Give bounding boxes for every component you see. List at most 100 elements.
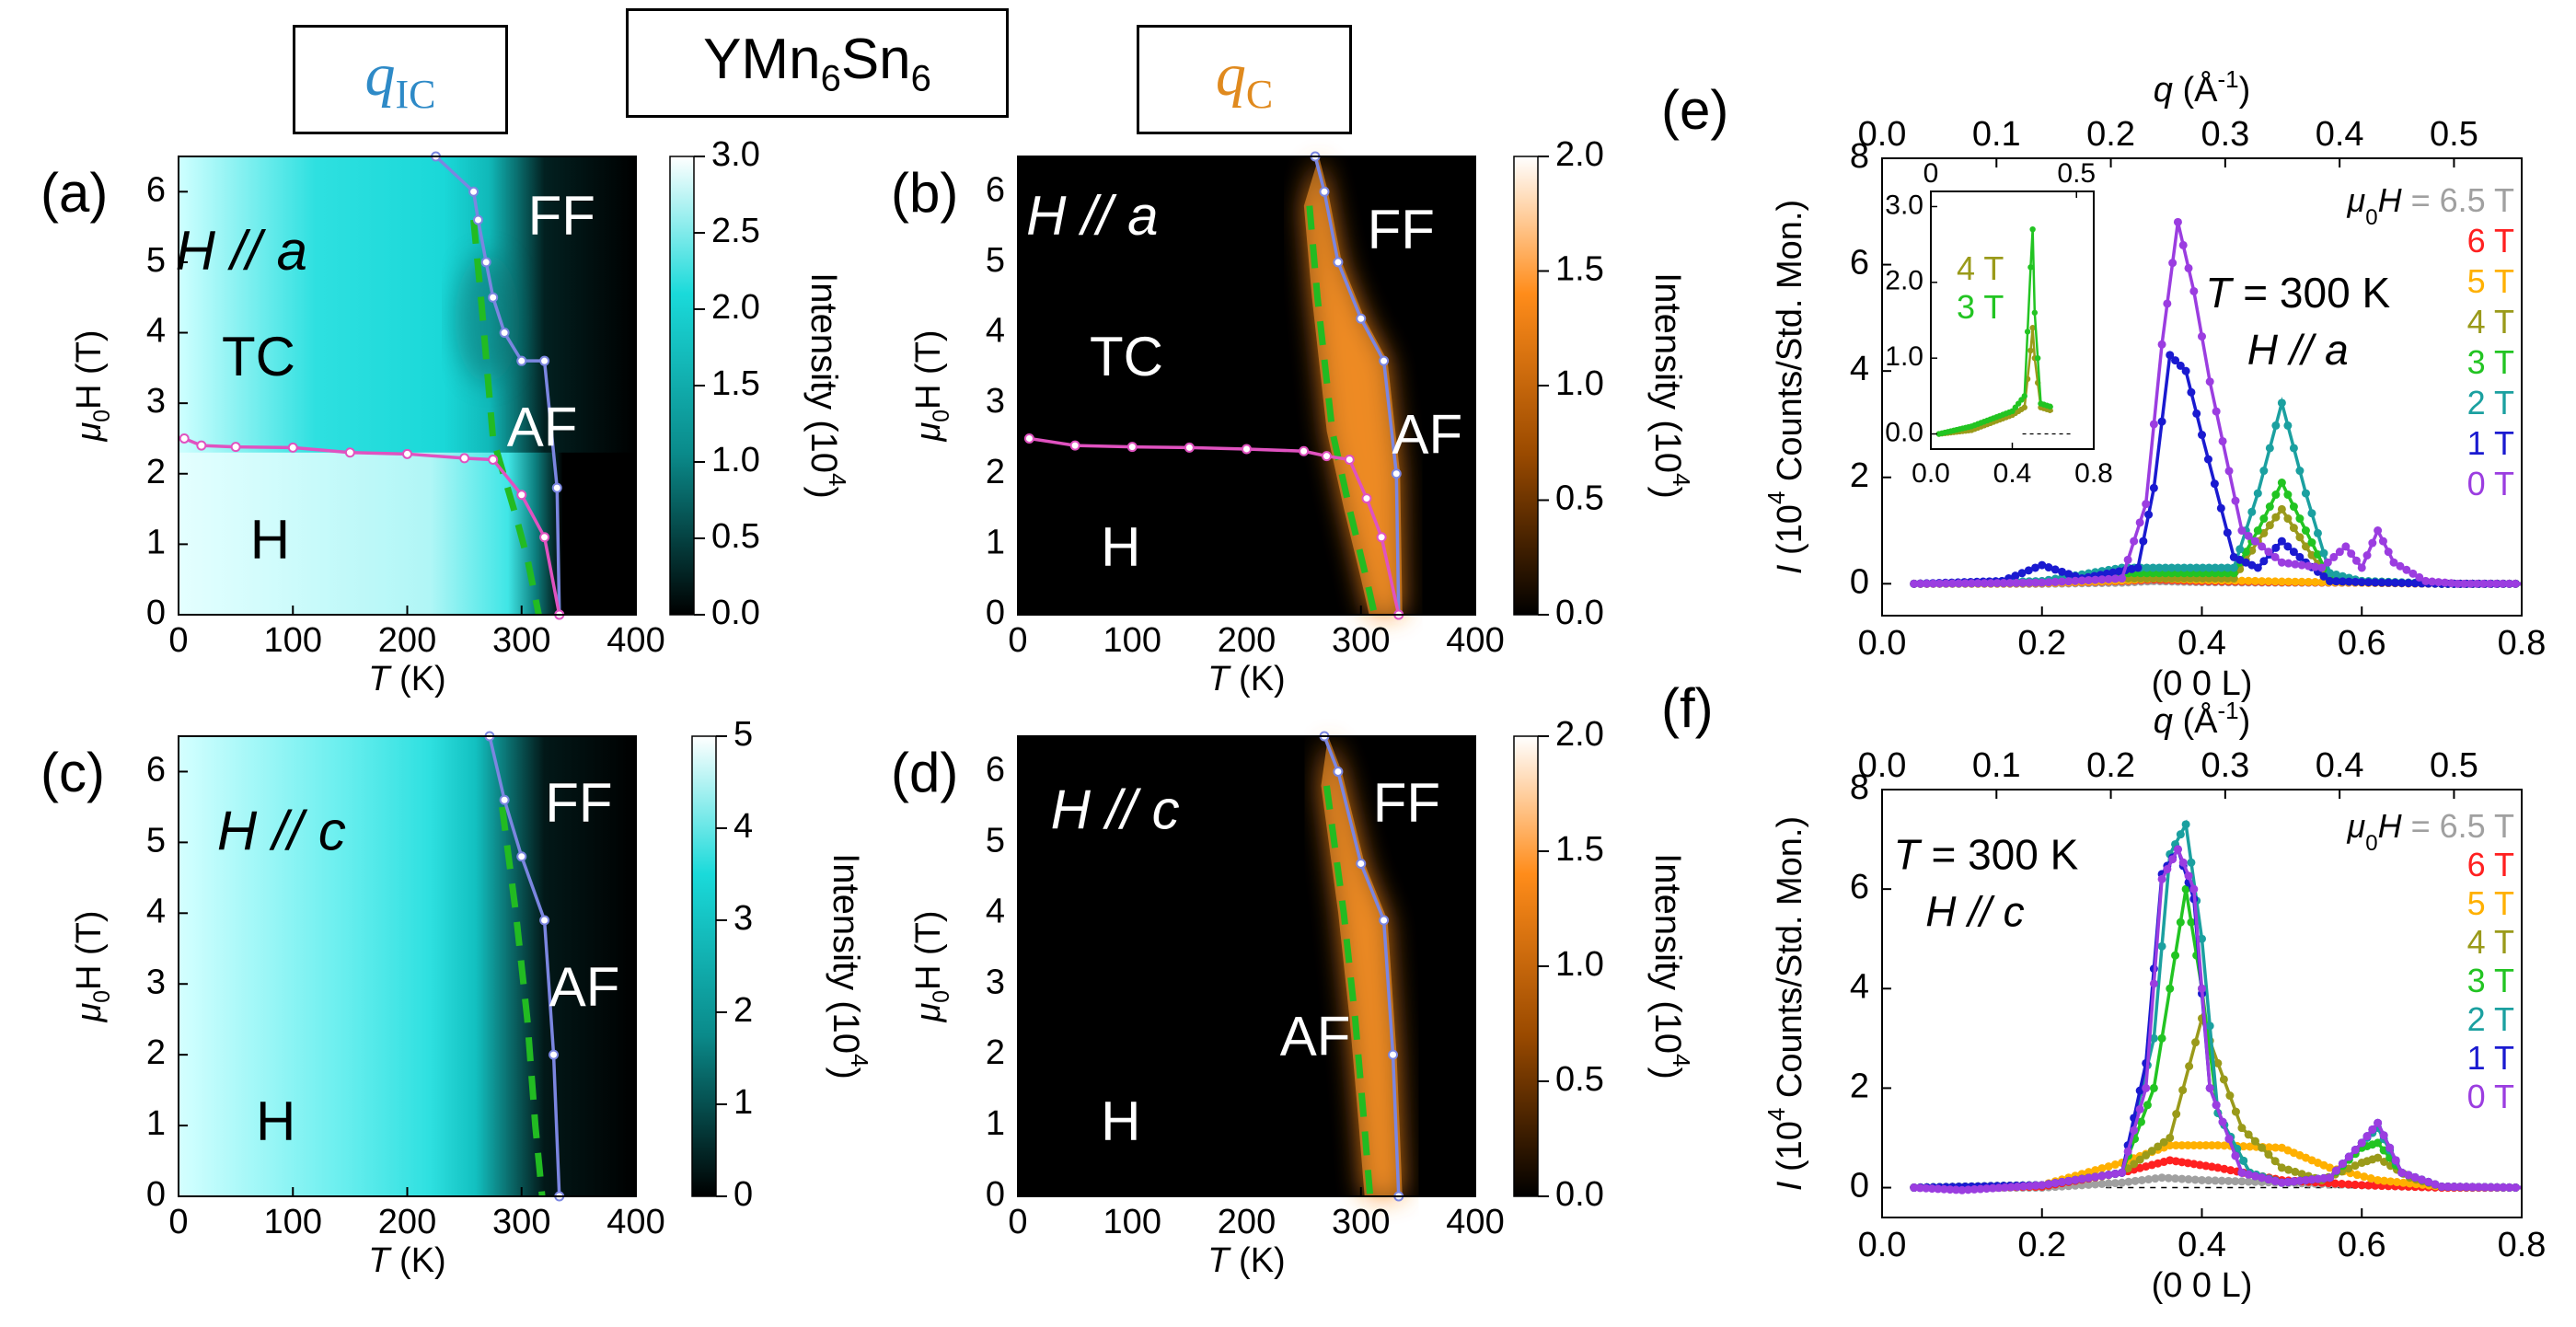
legend-entry: 4 T xyxy=(2467,923,2514,961)
phase-point-pink xyxy=(488,454,499,465)
series-point xyxy=(2291,577,2300,586)
top-tick-label: 0.4 xyxy=(2316,115,2364,154)
series-point xyxy=(2352,1171,2362,1180)
series-point xyxy=(2295,514,2305,524)
series-point xyxy=(2237,1124,2247,1133)
series-point xyxy=(2231,1151,2240,1160)
series-point xyxy=(2374,1175,2383,1184)
line-panel-f: 0.0 0.2 0.4 0.6 0.8 0.0 0.1 0.2 0.3 0.4 0.5 0 2 4 6 8 (0… xyxy=(1661,677,2546,1305)
series-point xyxy=(2211,1176,2220,1185)
series-point xyxy=(2405,1179,2414,1188)
x-tick-label: 0.2 xyxy=(2017,624,2066,663)
series-point xyxy=(2487,1183,2496,1192)
series-point xyxy=(2357,1138,2366,1148)
series-point xyxy=(2258,577,2267,586)
colorbar-tick-label: 0 xyxy=(734,1175,753,1214)
series-point xyxy=(2205,1083,2214,1092)
series-point xyxy=(2363,578,2373,587)
phase-point-pink xyxy=(1376,532,1387,543)
series-point xyxy=(2184,263,2193,272)
legend-entry: 5 T xyxy=(2467,262,2514,300)
series-point xyxy=(2231,1107,2240,1116)
panel-label: (c) xyxy=(40,742,105,803)
phase-line-green-dashed xyxy=(499,806,546,1197)
series-point xyxy=(2130,1160,2139,1169)
series-point xyxy=(2374,526,2383,536)
phase-point-pink xyxy=(459,453,470,464)
phase-point-pink xyxy=(1126,442,1138,453)
series-point xyxy=(2217,1176,2226,1185)
series-point xyxy=(1970,1184,1979,1194)
series-point xyxy=(2338,1180,2347,1189)
colorbar-tick-label: 5 xyxy=(734,715,753,754)
series-point xyxy=(2118,1168,2127,1177)
series-point xyxy=(2173,217,2182,226)
series-point xyxy=(2149,1083,2158,1092)
colorbar-tick-label: 1 xyxy=(734,1083,753,1122)
series-point xyxy=(2338,1160,2347,1169)
series-point xyxy=(2224,1135,2234,1144)
series-point xyxy=(2366,1174,2375,1183)
x-tick-label: 100 xyxy=(1103,621,1161,660)
series-point xyxy=(2198,934,2206,943)
series-point xyxy=(2428,577,2437,586)
x-axis-label: T (K) xyxy=(368,1241,445,1280)
series-point xyxy=(2505,1183,2514,1192)
series-point xyxy=(2311,562,2320,571)
series-point xyxy=(2313,528,2322,537)
series-point xyxy=(2205,1021,2214,1031)
series-point xyxy=(2301,1175,2310,1184)
series-point xyxy=(2189,286,2199,295)
heatmap-low-field-region xyxy=(179,452,636,615)
x-tick-label: 200 xyxy=(378,1203,436,1241)
series-point xyxy=(2235,545,2245,554)
series-point xyxy=(2191,1038,2201,1047)
y-tick-label: 0 xyxy=(1850,562,1869,601)
phase-annotation: H xyxy=(1101,516,1140,578)
series-point xyxy=(2161,563,2170,572)
series-point xyxy=(2307,550,2316,560)
series-point xyxy=(2148,563,2157,572)
qc-header-box: qC xyxy=(1137,25,1352,134)
series-point xyxy=(2295,552,2305,561)
y-tick-label: 0 xyxy=(146,594,166,632)
x-tick-label: 400 xyxy=(606,1203,664,1241)
y-tick-label: 2 xyxy=(146,1033,166,1072)
series-point xyxy=(2351,556,2361,565)
series-point xyxy=(2504,579,2513,588)
phase-point-blue xyxy=(499,794,510,805)
series-point xyxy=(2237,1177,2247,1186)
series-point xyxy=(2271,490,2281,500)
series-point xyxy=(2297,577,2306,586)
series-point xyxy=(2291,560,2300,569)
inset-series-point xyxy=(2029,325,2036,331)
series-point xyxy=(2211,563,2220,572)
series-point xyxy=(2124,1177,2133,1186)
series-point xyxy=(2186,563,2195,572)
series-point xyxy=(2368,538,2377,548)
series-point xyxy=(2147,1147,2156,1156)
series-point xyxy=(2159,1137,2168,1147)
series-point xyxy=(2190,1175,2200,1184)
series-point xyxy=(2253,563,2262,572)
series-point xyxy=(2253,489,2262,498)
series-point xyxy=(2077,1174,2086,1183)
legend-entry: 0 T xyxy=(2467,465,2514,502)
colorbar-label: Intensity (104) xyxy=(803,272,851,499)
series-point xyxy=(2264,1150,2273,1160)
series-point xyxy=(2139,537,2148,546)
series-point xyxy=(2013,1183,2022,1192)
series-point xyxy=(2213,1141,2223,1150)
heatmap-panel-d: H // c FF AF H 0 100 200 300 400 0 1 2 3 4 5 6 T (K) μ0H … xyxy=(891,715,1695,1280)
series-point xyxy=(2104,1179,2113,1188)
x-tick-label: 400 xyxy=(606,621,664,660)
series-point xyxy=(2415,572,2424,582)
series-point xyxy=(2143,1101,2152,1110)
series-point xyxy=(2178,858,2188,867)
phase-point-blue xyxy=(468,186,479,197)
series-point xyxy=(2166,351,2175,360)
series-point xyxy=(2151,1174,2160,1183)
series-point xyxy=(2301,526,2310,536)
series-point xyxy=(2347,549,2356,559)
